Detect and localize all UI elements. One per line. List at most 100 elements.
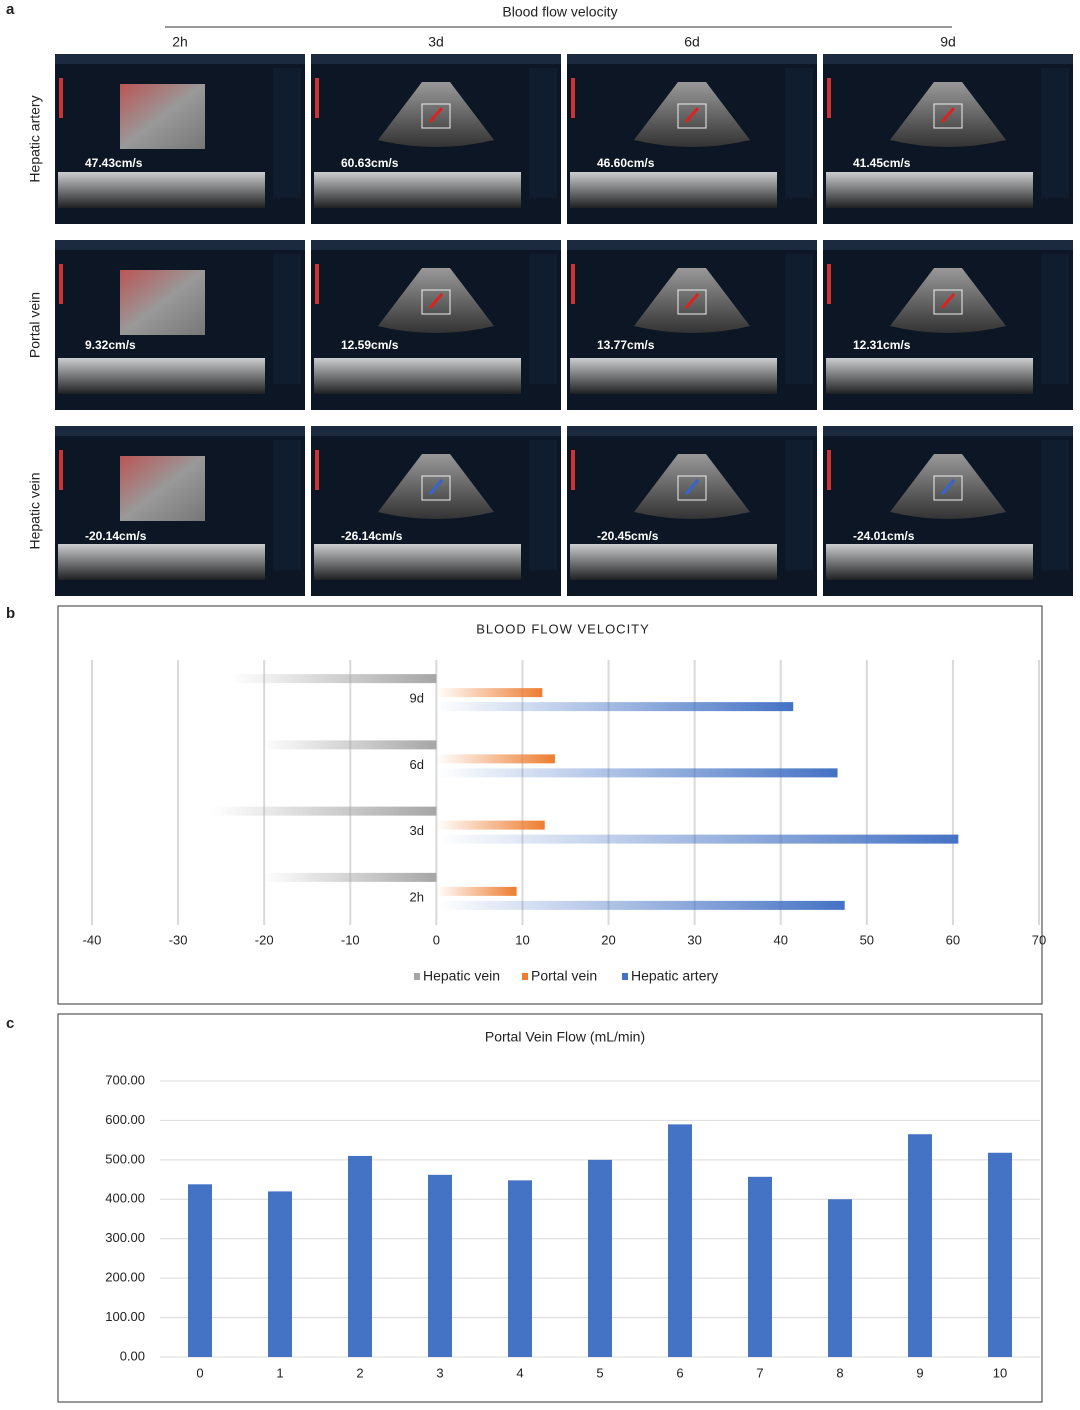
spectrogram <box>826 358 1033 394</box>
x-tick-label: 0 <box>433 932 440 947</box>
bar <box>588 1159 612 1357</box>
column-header: 2h <box>172 34 188 50</box>
spectrogram <box>314 358 521 394</box>
image-header <box>311 54 561 64</box>
velocity-label: 13.77cm/s <box>597 338 655 352</box>
color-scale <box>827 450 831 490</box>
row-label: Portal vein <box>27 292 43 358</box>
bar <box>436 820 545 830</box>
x-tick-label: 5 <box>596 1365 603 1380</box>
bar <box>260 740 437 750</box>
color-scale <box>59 78 63 118</box>
spectrogram <box>826 172 1033 208</box>
bar <box>748 1176 772 1357</box>
spectrogram <box>314 544 521 580</box>
x-tick-label: 9 <box>916 1365 923 1380</box>
velocity-label: 47.43cm/s <box>85 156 143 170</box>
sample-box <box>933 103 963 129</box>
flow-signal <box>684 107 700 123</box>
doppler-box <box>120 270 205 335</box>
spectrogram <box>570 544 777 580</box>
color-scale <box>571 78 575 118</box>
color-scale <box>59 264 63 304</box>
bar <box>428 1174 452 1357</box>
sample-box <box>677 475 707 501</box>
spectrogram <box>570 172 777 208</box>
velocity-label: -24.01cm/s <box>853 529 915 543</box>
side-panel <box>529 68 557 198</box>
sample-box <box>933 289 963 315</box>
velocity-label: 12.59cm/s <box>341 338 399 352</box>
flow-signal <box>428 293 444 309</box>
panel-letter: b <box>6 605 15 622</box>
image-header <box>311 426 561 436</box>
velocity-label: -20.45cm/s <box>597 529 659 543</box>
x-tick-label: 50 <box>860 932 874 947</box>
spectrogram <box>58 172 265 208</box>
column-header: 9d <box>940 34 956 50</box>
x-tick-label: 6 <box>676 1365 683 1380</box>
x-tick-label: 30 <box>687 932 701 947</box>
spectrogram <box>826 544 1033 580</box>
side-panel <box>785 440 813 570</box>
image-header <box>823 54 1073 64</box>
y-tick-label: 600.00 <box>105 1112 145 1127</box>
sample-box <box>677 103 707 129</box>
bar <box>229 674 437 684</box>
spectrogram <box>58 544 265 580</box>
column-header: 6d <box>684 34 700 50</box>
image-header <box>311 240 561 250</box>
color-scale <box>571 264 575 304</box>
x-tick-label: 10 <box>515 932 529 947</box>
image-header <box>567 240 817 250</box>
y-tick-label: 200.00 <box>105 1270 145 1285</box>
bar <box>436 754 555 764</box>
bar <box>348 1155 372 1357</box>
doppler-box <box>120 456 205 521</box>
flow-signal <box>684 479 700 495</box>
x-tick-label: 2 <box>356 1365 363 1380</box>
bar <box>668 1124 692 1357</box>
legend-swatch <box>622 973 628 980</box>
x-tick-label: 3 <box>436 1365 443 1380</box>
side-panel <box>529 254 557 384</box>
row-label: Hepatic vein <box>27 472 43 549</box>
velocity-label: 12.31cm/s <box>853 338 911 352</box>
flow-signal <box>940 479 956 495</box>
sample-box <box>421 103 451 129</box>
x-tick-label: -30 <box>169 932 188 947</box>
bar <box>908 1134 932 1357</box>
legend-swatch <box>414 973 420 980</box>
bar <box>188 1184 212 1357</box>
x-tick-label: 7 <box>756 1365 763 1380</box>
color-scale <box>827 264 831 304</box>
x-tick-label: -10 <box>341 932 360 947</box>
side-panel <box>273 68 301 198</box>
spectrogram <box>570 358 777 394</box>
bar <box>436 834 959 844</box>
bar <box>988 1152 1012 1357</box>
flow-signal <box>428 107 444 123</box>
y-tick-label: 500.00 <box>105 1151 145 1166</box>
x-tick-label: 20 <box>601 932 615 947</box>
x-tick-label: -40 <box>83 932 102 947</box>
x-tick-label: 70 <box>1032 932 1046 947</box>
y-tick-label: 300.00 <box>105 1230 145 1245</box>
side-panel <box>273 440 301 570</box>
velocity-label: -26.14cm/s <box>341 529 403 543</box>
flow-signal <box>428 479 444 495</box>
x-tick-label: -20 <box>255 932 274 947</box>
legend-label: Portal vein <box>531 968 597 984</box>
flow-signal <box>940 293 956 309</box>
color-scale <box>571 450 575 490</box>
bar <box>508 1180 532 1357</box>
legend-label: Hepatic artery <box>631 968 718 984</box>
doppler-box <box>120 84 205 149</box>
y-tick-label: 700.00 <box>105 1072 145 1087</box>
flow-signal <box>684 293 700 309</box>
color-scale <box>315 264 319 304</box>
figure-title: Blood flow velocity <box>502 4 617 20</box>
velocity-label: 41.45cm/s <box>853 156 911 170</box>
